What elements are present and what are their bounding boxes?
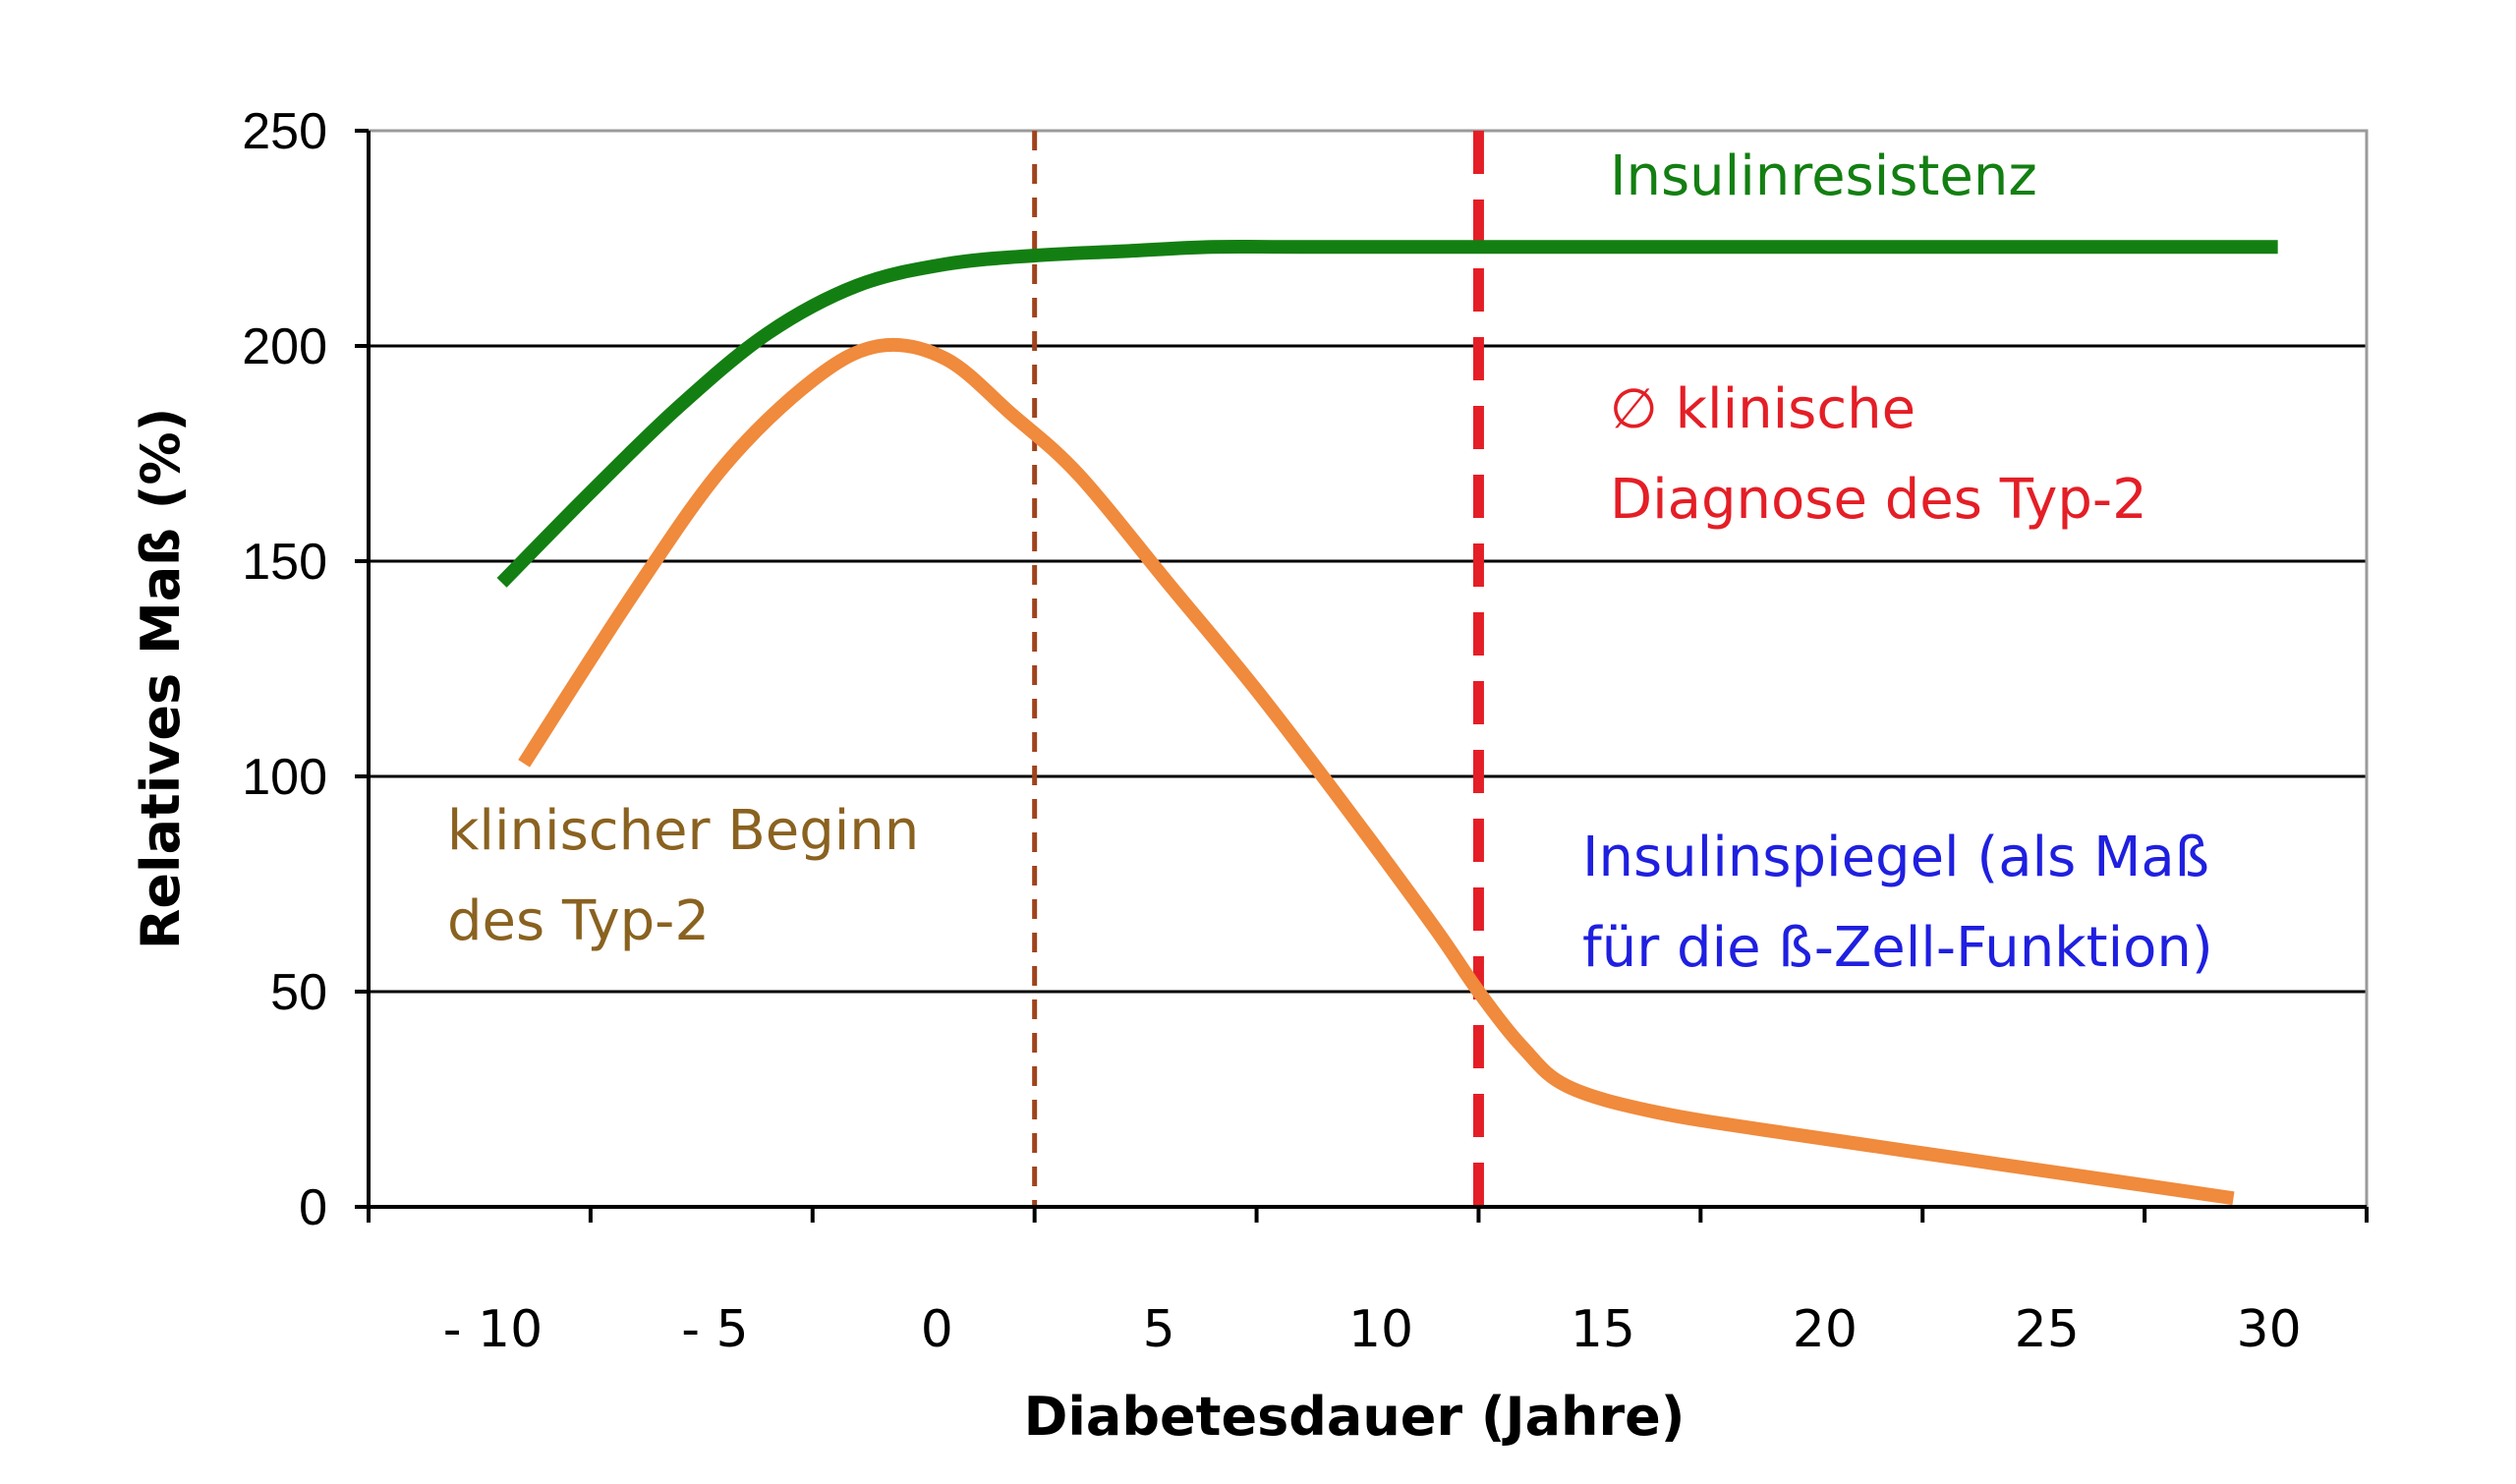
plot-frame (367, 129, 2369, 1209)
series-lines (496, 239, 2278, 1206)
y-tick-label: 0 (299, 1179, 327, 1236)
x-tick-label: 20 (1793, 1300, 1858, 1359)
annotation-insulinresistenz-line: Insulinresistenz (1610, 144, 2037, 208)
x-tick-label: 30 (2237, 1300, 2302, 1359)
x-tick-label: - 10 (443, 1300, 543, 1359)
series-line-insulinspiegel (518, 337, 2235, 1206)
y-tick-labels: 0 50 100 150 200 250 (242, 103, 327, 1236)
annotation-klinischer-beginn: klinischer Beginn des Typ-2 (447, 799, 919, 953)
y-tick-label: 100 (242, 749, 327, 806)
y-tick-label: 200 (242, 318, 327, 375)
x-tick-labels: - 10 - 5 0 5 10 15 20 25 30 (443, 1300, 2302, 1359)
x-tick-label: 25 (2015, 1300, 2080, 1359)
annotations: Insulinresistenz ∅ klinische Diagnose des … (447, 144, 2213, 980)
x-tick-label: 5 (1143, 1300, 1175, 1359)
annotation-diagnose: ∅ klinische Diagnose des Typ-2 (1610, 377, 2147, 532)
annotation-insulinresistenz: Insulinresistenz (1610, 144, 2037, 208)
reference-lines (1032, 131, 1484, 1207)
annotation-diagnose-line: Diagnose des Typ-2 (1610, 468, 2147, 532)
annotation-insulinspiegel-line: für die ß-Zell-Funktion) (1582, 916, 2213, 980)
x-tick-label: 10 (1348, 1300, 1413, 1359)
axes (355, 129, 2369, 1223)
annotation-klinischer-beginn-line: des Typ-2 (447, 889, 710, 953)
annotation-diagnose-line: ∅ klinische (1610, 377, 1916, 441)
y-axis-title: Relatives Maß (%) (130, 408, 192, 950)
y-tick-label: 150 (242, 534, 327, 591)
y-tick-label: 50 (270, 964, 327, 1021)
x-tick-label: 15 (1571, 1300, 1635, 1359)
annotation-insulinspiegel: Insulinspiegel (als Maß für die ß-Zell-Fu… (1582, 826, 2213, 980)
annotation-insulinspiegel-line: Insulinspiegel (als Maß (1582, 826, 2209, 889)
series-line-insulinresistenz (496, 239, 2278, 588)
x-tick-label: - 5 (681, 1300, 748, 1359)
x-tick-label: 0 (921, 1300, 953, 1359)
y-tick-label: 250 (242, 103, 327, 160)
x-axis-title: Diabetesdauer (Jahre) (1024, 1386, 1686, 1448)
annotation-klinischer-beginn-line: klinischer Beginn (447, 799, 919, 863)
